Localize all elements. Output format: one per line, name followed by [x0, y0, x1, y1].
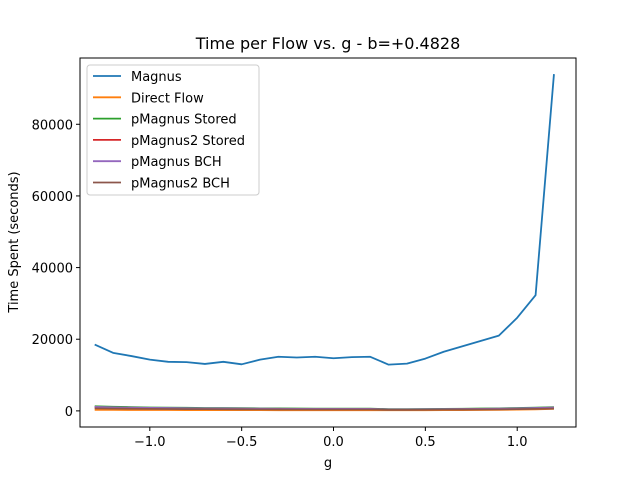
series-line-pmagnus2-bch — [94, 407, 554, 411]
x-axis: −1.0 −0.5 0.0 0.5 1.0 — [134, 427, 528, 450]
plot-frame — [79, 57, 577, 428]
x-axis-label: g — [324, 456, 332, 471]
y-tick-label: 0 — [65, 405, 73, 420]
legend-label-pmagnus2-bch: pMagnus2 BCH — [131, 177, 230, 192]
y-tick-label: 80000 — [32, 118, 73, 133]
x-tick-label: 0.0 — [323, 435, 344, 450]
y-tick-label: 20000 — [32, 333, 73, 348]
legend-label-pmagnus2-stored: pMagnus2 Stored — [131, 134, 245, 149]
x-tick-label: −1.0 — [134, 435, 166, 450]
series-line-magnus — [94, 74, 555, 366]
x-tick-label: 1.0 — [507, 435, 528, 450]
legend-label-pmagnus-bch: pMagnus BCH — [131, 155, 222, 170]
legend-label-magnus: Magnus — [131, 70, 182, 85]
x-tick-label: −0.5 — [226, 435, 258, 450]
plot-lines — [94, 74, 555, 412]
chart-title: Time per Flow vs. g - b=+0.4828 — [195, 34, 461, 53]
legend-label-pmagnus-stored: pMagnus Stored — [131, 113, 237, 128]
y-tick-label: 40000 — [32, 262, 73, 277]
y-tick-label: 60000 — [32, 190, 73, 205]
y-axis: 0 20000 40000 60000 80000 — [32, 118, 80, 420]
legend-label-direct-flow: Direct Flow — [131, 91, 204, 106]
x-tick-label: 0.5 — [415, 435, 436, 450]
legend-box — [86, 64, 260, 196]
y-axis-label: Time Spent (seconds) — [7, 171, 22, 313]
legend: Magnus Direct Flow pMagnus Stored pMagnus2 … — [86, 64, 260, 196]
